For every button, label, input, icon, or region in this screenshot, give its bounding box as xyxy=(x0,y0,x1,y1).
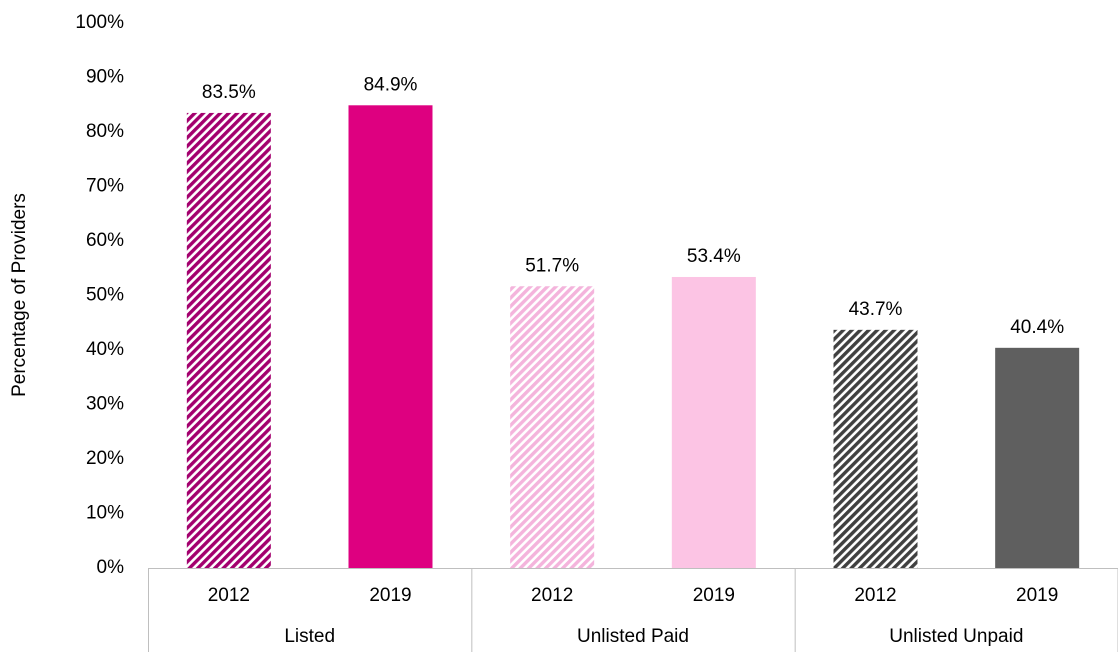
value-label: 83.5% xyxy=(202,82,256,103)
y-tick-label: 10% xyxy=(86,503,124,524)
y-tick-label: 70% xyxy=(86,176,124,197)
y-tick-label: 50% xyxy=(86,285,124,306)
bar xyxy=(348,105,433,569)
value-label: 53.4% xyxy=(687,246,741,267)
bar xyxy=(186,112,271,569)
group-label: Listed xyxy=(284,626,335,647)
x-tick-label: 2019 xyxy=(1016,585,1058,606)
y-tick-label: 60% xyxy=(86,230,124,251)
x-tick-label: 2019 xyxy=(369,585,411,606)
group-label: Unlisted Paid xyxy=(577,626,689,647)
y-tick-label: 0% xyxy=(97,557,125,578)
bar xyxy=(510,286,595,568)
y-tick-label: 40% xyxy=(86,339,124,360)
y-axis-title: Percentage of Providers xyxy=(9,193,30,397)
value-label: 40.4% xyxy=(1010,317,1064,338)
bar xyxy=(671,276,756,568)
x-tick-label: 2019 xyxy=(693,585,735,606)
y-tick-label: 100% xyxy=(75,12,124,33)
x-tick-label: 2012 xyxy=(531,585,573,606)
group-label: Unlisted Unpaid xyxy=(889,626,1023,647)
x-tick-label: 2012 xyxy=(208,585,250,606)
y-tick-label: 30% xyxy=(86,394,124,415)
value-label: 51.7% xyxy=(525,255,579,276)
value-label: 84.9% xyxy=(364,74,418,95)
x-tick-label: 2012 xyxy=(854,585,896,606)
y-tick-label: 20% xyxy=(86,448,124,469)
bar xyxy=(833,329,918,568)
y-tick-label: 80% xyxy=(86,121,124,142)
value-label: 43.7% xyxy=(849,299,903,320)
bar xyxy=(995,347,1080,568)
y-tick-label: 90% xyxy=(86,67,124,88)
